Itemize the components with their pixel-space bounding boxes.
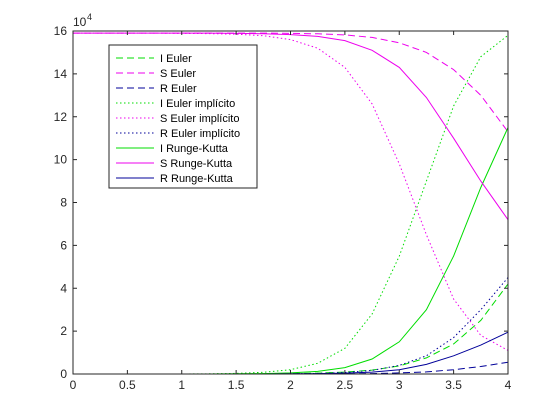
y-tick-label: 14 (54, 67, 68, 81)
legend-label: I Runge-Kutta (160, 143, 229, 155)
legend-label: S Runge-Kutta (160, 158, 233, 170)
legend-item-i-runge-kutta: I Runge-Kutta (116, 143, 229, 155)
y-tick-label: 6 (60, 238, 67, 252)
tick-layer: 0 0.5 1 1.5 2 2.5 3 3.5 4 0 2 4 6 8 10 12 14 16 (54, 24, 512, 392)
legend-item-i-euler-implicito: I Euler implícito (116, 98, 235, 110)
y-tick-label: 0 (60, 367, 67, 381)
legend-item-s-euler-implicito: S Euler implícito (116, 113, 239, 125)
legend-item-r-euler: R Euler (116, 83, 197, 95)
x-tick-label: 1 (178, 378, 185, 392)
legend-label: S Euler (160, 68, 196, 80)
legend-label: S Euler implícito (160, 113, 239, 125)
legend-item-r-euler-implicito: R Euler implícito (116, 128, 240, 140)
exponent-power: 4 (87, 12, 92, 22)
y-tick-label: 2 (60, 324, 67, 338)
legend: I Euler S Euler R Euler I Euler implícito S … (108, 44, 258, 189)
x-tick-label: 3.5 (445, 378, 462, 392)
legend-label: R Euler (160, 83, 197, 95)
legend-item-i-euler: I Euler (116, 53, 192, 65)
x-tick-label: 3 (396, 378, 403, 392)
exponent-label: 10 4 (73, 12, 92, 29)
legend-label: R Runge-Kutta (160, 173, 234, 185)
y-tick-label: 8 (60, 196, 67, 210)
exponent-base: 10 (73, 15, 87, 29)
y-tick-label: 12 (54, 110, 68, 124)
legend-label: R Euler implícito (160, 128, 240, 140)
legend-label: I Euler implícito (160, 98, 235, 110)
y-tick-label: 16 (54, 24, 68, 38)
x-tick-label: 1.5 (228, 378, 245, 392)
legend-item-s-euler: S Euler (116, 68, 196, 80)
x-tick-label: 4 (505, 378, 512, 392)
y-tick-label: 10 (54, 153, 68, 167)
legend-label: I Euler (160, 53, 192, 65)
x-tick-label: 2 (287, 378, 294, 392)
y-tick-label: 4 (60, 281, 67, 295)
legend-box (108, 44, 258, 189)
legend-item-r-runge-kutta: R Runge-Kutta (116, 173, 234, 185)
legend-item-s-runge-kutta: S Runge-Kutta (116, 158, 233, 170)
x-tick-label: 0 (70, 378, 77, 392)
x-tick-label: 0.5 (119, 378, 136, 392)
x-tick-label: 2.5 (337, 378, 354, 392)
